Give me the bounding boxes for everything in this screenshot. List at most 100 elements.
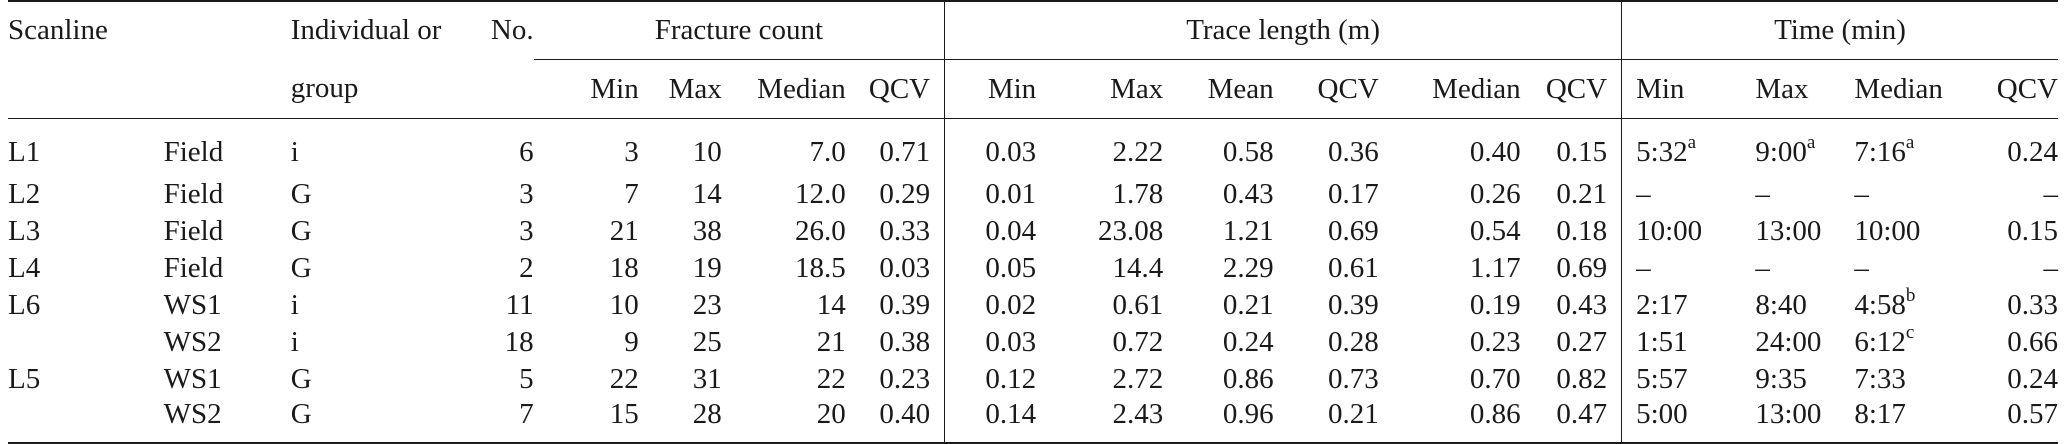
cell-fc-qcv: 0.40 xyxy=(845,398,946,444)
cell-fc-qcv: 0.38 xyxy=(845,324,946,361)
cell-t-qcv: 0.15 xyxy=(1983,213,2058,250)
cell-source: WS1 xyxy=(164,361,291,398)
cell-tl-min: 0.01 xyxy=(945,176,1059,213)
cell-value: – xyxy=(1755,178,1770,210)
cell-value: 5:57 xyxy=(1636,363,1688,395)
cell-t-median: 6:12c xyxy=(1842,322,1983,361)
cell-value: 0.57 xyxy=(2007,398,2058,430)
cell-value: 0.43 xyxy=(1556,289,1608,321)
cell-ig: G xyxy=(291,361,454,398)
cell-fc-median: 26.0 xyxy=(722,213,846,250)
cell-value: i xyxy=(290,135,299,168)
cell-value: 0.40 xyxy=(879,398,931,430)
cell-tl-max: 2.43 xyxy=(1058,398,1164,444)
cell-fc-qcv: 0.03 xyxy=(845,250,946,287)
cell-value: 0.39 xyxy=(1328,289,1379,321)
footnote-marker: c xyxy=(1905,322,1915,344)
table-row: WS2 G 7 15 28 20 0.40 0.14 2.43 0.96 0.21 0.86 0.47 5… xyxy=(8,398,2058,444)
cell-ig: G xyxy=(291,176,454,213)
cell-tl-mean: 0.21 xyxy=(1163,287,1274,324)
cell-value: 0.24 xyxy=(2007,363,2058,395)
cell-value: 0.17 xyxy=(1328,178,1379,210)
cell-fc-max: 31 xyxy=(639,361,722,398)
cell-value: G xyxy=(290,363,312,395)
cell-value: 20 xyxy=(816,398,846,430)
cell-value: G xyxy=(290,178,312,210)
cell-tl-qcv2: 0.47 xyxy=(1520,398,1623,444)
cell-fc-median: 20 xyxy=(721,398,846,444)
cell-value: 14 xyxy=(816,289,846,321)
cell-value: 9:00 xyxy=(1755,135,1807,168)
cell-fc-median: 18.5 xyxy=(722,250,846,287)
cell-value: – xyxy=(1636,252,1651,284)
cell-value: 1:51 xyxy=(1636,326,1688,358)
cell-value: 7 xyxy=(624,178,639,210)
header-fc-qcv: QCV xyxy=(845,59,946,119)
cell-value: 0.58 xyxy=(1222,135,1274,168)
cell-value: 10:00 xyxy=(1636,215,1703,247)
cell-value: 14 xyxy=(692,178,722,210)
cell-value: Field xyxy=(163,135,224,168)
cell-fc-min: 18 xyxy=(534,250,639,287)
cell-ig: i xyxy=(291,119,454,177)
cell-value: 3 xyxy=(519,178,534,210)
cell-value: 7.0 xyxy=(809,135,846,168)
header-t-min: Min xyxy=(1621,59,1740,119)
header-t-max: Max xyxy=(1739,59,1843,119)
header-tl-qcv2: QCV xyxy=(1520,59,1623,119)
cell-fc-qcv: 0.39 xyxy=(845,287,946,324)
cell-value: 13:00 xyxy=(1755,215,1822,247)
cell-value: 3 xyxy=(624,135,639,168)
cell-tl-median: 0.19 xyxy=(1379,287,1521,324)
cell-fc-median: 22 xyxy=(722,361,846,398)
cell-t-qcv: 0.57 xyxy=(1983,398,2058,444)
cell-fc-median: 7.0 xyxy=(722,119,846,177)
cell-value: 0.47 xyxy=(1556,398,1608,430)
cell-value: 23.08 xyxy=(1098,215,1164,247)
cell-t-max: 13:00 xyxy=(1739,398,1843,444)
cell-source: Field xyxy=(164,250,291,287)
cell-value: L4 xyxy=(8,252,41,284)
cell-value: 0.36 xyxy=(1328,135,1379,168)
cell-source: Field xyxy=(164,176,291,213)
cell-no: 7 xyxy=(453,398,534,444)
cell-fc-min: 3 xyxy=(534,119,639,177)
cell-value: Field xyxy=(163,215,224,247)
cell-value: 0.33 xyxy=(879,215,931,247)
cell-tl-median: 0.70 xyxy=(1379,361,1521,398)
cell-tl-max: 2.22 xyxy=(1058,119,1164,177)
cell-value: – xyxy=(1755,252,1770,284)
cell-tl-qcv: 0.21 xyxy=(1273,398,1379,444)
cell-value: 3 xyxy=(519,215,534,247)
cell-t-max: 9:00a xyxy=(1739,119,1842,177)
header-scanline: Scanline xyxy=(8,0,164,60)
cell-value: 0.18 xyxy=(1556,215,1608,247)
cell-value: 2:17 xyxy=(1636,289,1688,321)
cell-fc-median: 14 xyxy=(722,287,846,324)
cell-value: 0.69 xyxy=(1328,215,1379,247)
cell-no: 3 xyxy=(454,213,534,250)
cell-value: 26.0 xyxy=(795,215,846,247)
cell-value: Field xyxy=(163,178,224,210)
cell-value: 2.22 xyxy=(1112,135,1164,168)
cell-value: – xyxy=(2043,178,2059,210)
cell-value: 9 xyxy=(624,326,639,358)
cell-t-max: 13:00 xyxy=(1739,213,1842,250)
header-row-sub: group Min Max Median QCV Min Max Mean QC… xyxy=(8,59,2058,119)
cell-tl-qcv2: 0.27 xyxy=(1520,324,1623,361)
cell-value: 0.43 xyxy=(1222,178,1274,210)
cell-ig: G xyxy=(291,250,454,287)
cell-value: 0.19 xyxy=(1469,289,1521,321)
cell-value: 13:00 xyxy=(1755,398,1822,430)
cell-no: 11 xyxy=(454,287,534,324)
footnote-marker: a xyxy=(1687,131,1697,153)
cell-value: 0.66 xyxy=(2007,326,2058,358)
cell-value: 12.0 xyxy=(795,178,846,210)
cell-ig: G xyxy=(291,213,454,250)
cell-t-median: 8:17 xyxy=(1842,398,1984,444)
cell-t-median: – xyxy=(1842,176,1983,213)
cell-value: 10 xyxy=(609,289,639,321)
table-row: L5 WS1 G 5 22 31 22 0.23 0.12 2.72 0.86 0.73 0.70 0.8… xyxy=(8,361,2058,398)
cell-tl-qcv: 0.36 xyxy=(1274,119,1379,177)
cell-t-qcv: 0.24 xyxy=(1983,119,2058,177)
